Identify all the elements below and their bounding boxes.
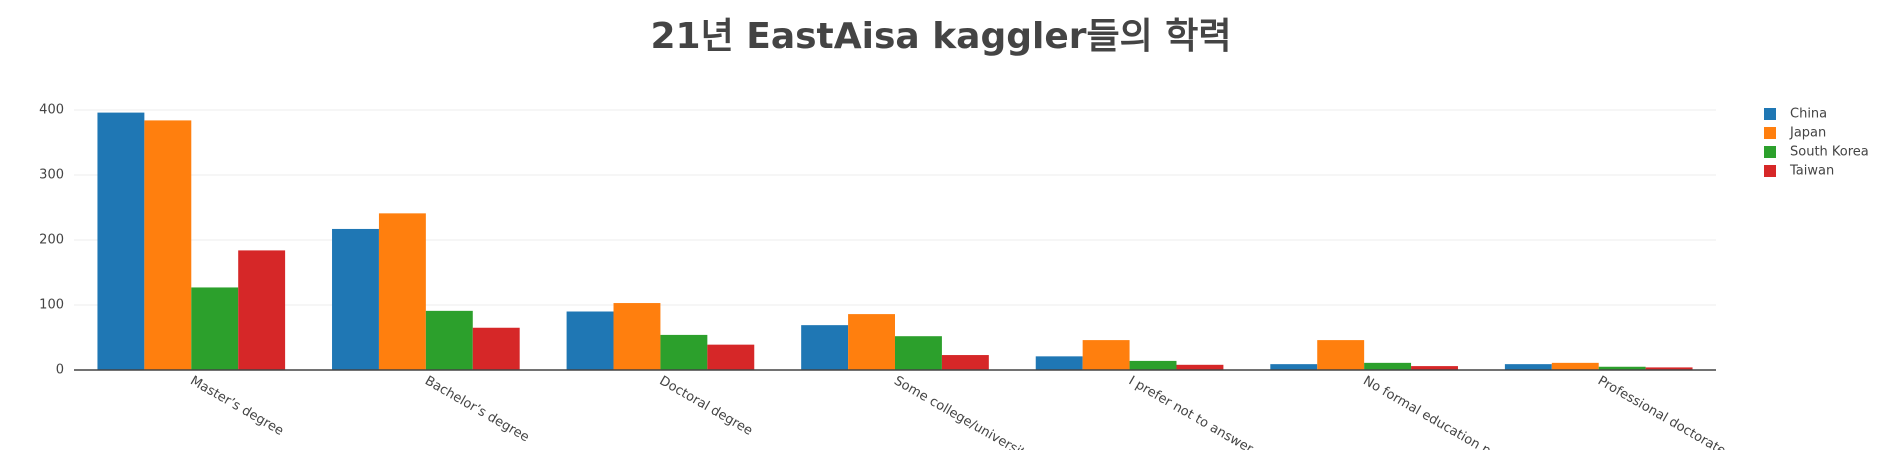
bar: [613, 303, 661, 370]
bar: [566, 311, 614, 370]
y-tick-label: 100: [39, 298, 64, 313]
bar: [1598, 366, 1646, 370]
legend-swatch: [1764, 108, 1776, 120]
chart-title: 21년 EastAisa kaggler들의 학력: [650, 16, 1231, 57]
bar: [1551, 362, 1599, 370]
bar: [1504, 364, 1552, 370]
x-tick-label: Doctoral degree: [657, 374, 755, 439]
legend-swatch: [1764, 165, 1776, 177]
x-tick-label: Bachelor’s degree: [422, 374, 532, 446]
bar: [848, 314, 895, 370]
legend-swatch: [1764, 146, 1776, 158]
bar: [1645, 367, 1693, 370]
bar: [660, 334, 708, 370]
bar: [1082, 340, 1130, 370]
bar: [1035, 356, 1083, 370]
x-tick-label: Master’s degree: [188, 374, 286, 439]
bar: [144, 120, 192, 371]
legend-swatch: [1764, 127, 1776, 139]
bar: [191, 287, 239, 370]
bar: [97, 112, 145, 370]
x-tick-label: No formal education past high school: [1360, 374, 1578, 450]
bar: [1176, 364, 1224, 370]
bar: [895, 336, 942, 370]
legend-label: South Korea: [1790, 145, 1869, 160]
x-tick-label: I prefer not to answer: [1126, 374, 1256, 450]
bar: [1129, 360, 1177, 370]
bar: [425, 310, 473, 370]
x-tick-label: Professional doctorate: [1595, 374, 1728, 450]
y-tick-label: 0: [56, 363, 64, 378]
bar: [1364, 362, 1412, 370]
bar: [801, 325, 849, 370]
bar: [707, 344, 755, 370]
bar: [941, 355, 989, 370]
bar: [1317, 340, 1365, 370]
y-tick-label: 400: [39, 103, 64, 118]
legend-label: Taiwan: [1789, 164, 1834, 179]
bar: [1270, 364, 1318, 370]
bar: [238, 250, 286, 370]
legend-label: China: [1790, 107, 1827, 122]
y-tick-label: 200: [39, 233, 64, 248]
bar: [378, 213, 426, 370]
y-tick-label: 300: [39, 168, 64, 183]
bar: [1411, 366, 1458, 370]
bar: [332, 228, 379, 370]
bar: [472, 327, 520, 370]
legend-label: Japan: [1789, 126, 1826, 141]
